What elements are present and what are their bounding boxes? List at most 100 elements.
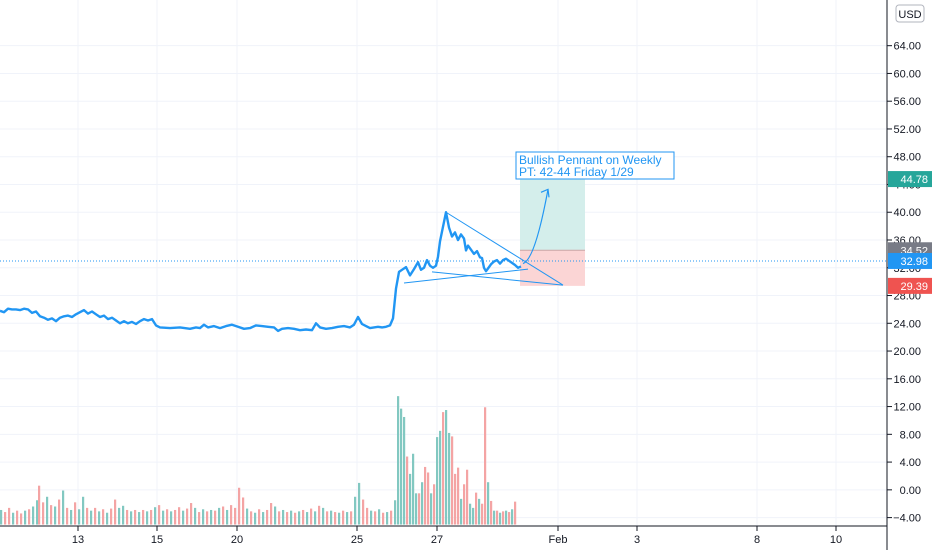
volume-bar	[475, 492, 478, 525]
y-tick-label: 48.00	[893, 152, 921, 164]
volume-bar	[314, 511, 317, 525]
volume-bar	[338, 512, 341, 525]
volume-bar	[487, 482, 490, 525]
y-tick-label: 64.00	[893, 41, 921, 53]
volume-bar	[302, 509, 305, 525]
volume-bar	[286, 512, 289, 525]
volume-bar	[94, 507, 97, 525]
x-tick-label: 15	[151, 534, 163, 546]
volume-bar	[505, 510, 508, 525]
volume-bar	[469, 503, 472, 525]
volume-bar	[499, 512, 502, 525]
volume-bar	[366, 507, 369, 525]
last-price-tag: 32.98	[888, 252, 932, 269]
volume-bar	[403, 416, 406, 525]
volume-bar	[126, 509, 129, 525]
volume-bar	[274, 506, 277, 525]
volume-bar	[150, 509, 153, 525]
volume-bar	[430, 493, 433, 525]
y-tick-label: 24.00	[893, 318, 921, 330]
volume-bar	[198, 512, 201, 525]
volume-bar	[374, 511, 377, 525]
volume-bar	[442, 412, 445, 525]
volume-bar	[174, 509, 177, 525]
volume-bar	[8, 507, 11, 525]
volume-bar	[222, 506, 225, 525]
volume-bar	[194, 507, 197, 525]
volume-bar	[218, 507, 221, 525]
x-tick-label: 27	[431, 534, 443, 546]
volume-bar	[424, 466, 427, 525]
y-tick-label: 0.00	[900, 485, 921, 497]
volume-bar	[439, 430, 442, 525]
target-price-tag-bg	[888, 171, 932, 188]
y-tick-label: 16.00	[893, 374, 921, 386]
time-axis[interactable]: 13 15 20 25 27 Feb 3 8 10	[72, 526, 842, 546]
target-price-tag-label: 44.78	[900, 174, 928, 186]
volume-bar	[130, 511, 133, 525]
volume-bar	[306, 512, 309, 525]
volume-bar	[210, 509, 213, 525]
volume-bar	[290, 510, 293, 525]
annotation-line-1: Bullish Pennant on Weekly	[519, 153, 662, 167]
volume-bar	[390, 510, 393, 525]
volume-bar	[270, 503, 273, 525]
volume-bar	[110, 508, 113, 525]
volume-bar	[246, 508, 249, 525]
volume-bar	[36, 500, 39, 525]
volume-bar	[102, 509, 105, 525]
volume-bar	[138, 512, 141, 525]
volume-bar	[350, 511, 353, 525]
y-tick-label: 60.00	[893, 68, 921, 80]
currency-badge[interactable]: USD	[895, 4, 925, 23]
volume-bar	[346, 512, 349, 525]
volume-bar	[106, 512, 109, 525]
volume-bar	[508, 512, 511, 525]
volume-bar	[354, 496, 357, 525]
profit-zone	[520, 179, 585, 251]
volume-bar	[427, 472, 430, 525]
volume-bar	[82, 496, 85, 525]
volume-bar	[318, 505, 321, 525]
volume-bar	[448, 432, 451, 525]
y-tick-label: −4.00	[893, 513, 921, 525]
volume-bar	[62, 490, 65, 525]
volume-bar	[114, 499, 117, 525]
volume-bar	[4, 512, 7, 525]
volume-bar	[362, 499, 365, 525]
volume-bar	[370, 510, 373, 525]
x-tick-label: 3	[634, 534, 640, 546]
volume-bar	[436, 437, 439, 525]
loss-zone	[520, 250, 585, 286]
volume-bar	[162, 510, 165, 525]
annotation-box[interactable]: Bullish Pennant on Weekly PT: 42-44 Frid…	[515, 151, 675, 180]
y-tick-label: 8.00	[900, 429, 921, 441]
volume-bar	[202, 509, 205, 525]
volume-bar	[230, 505, 233, 525]
volume-bar	[32, 506, 35, 525]
volume-bar	[514, 501, 517, 525]
volume-bar	[214, 510, 217, 525]
volume-bar	[454, 473, 457, 525]
volume-bar	[98, 511, 101, 525]
volume-bar	[24, 510, 27, 525]
volume-bar	[66, 507, 69, 525]
volume-bar	[58, 499, 61, 525]
volume-bar	[0, 509, 3, 525]
y-tick-label: 12.00	[893, 402, 921, 414]
volume-bar	[258, 509, 261, 525]
volume-bar	[154, 507, 157, 525]
volume-bar	[451, 436, 454, 525]
volume-bar	[326, 511, 329, 525]
price-series-line	[0, 211, 522, 333]
volume-bar	[38, 485, 41, 525]
volume-bar	[28, 509, 31, 525]
y-tick-label: 40.00	[893, 207, 921, 219]
volume-bar	[386, 512, 389, 525]
pennant-trendline	[431, 271, 564, 286]
volume-bar	[16, 510, 19, 525]
volume-bar	[20, 513, 23, 525]
last-price-tag-label: 32.98	[900, 256, 928, 268]
volume-bar	[394, 500, 397, 525]
